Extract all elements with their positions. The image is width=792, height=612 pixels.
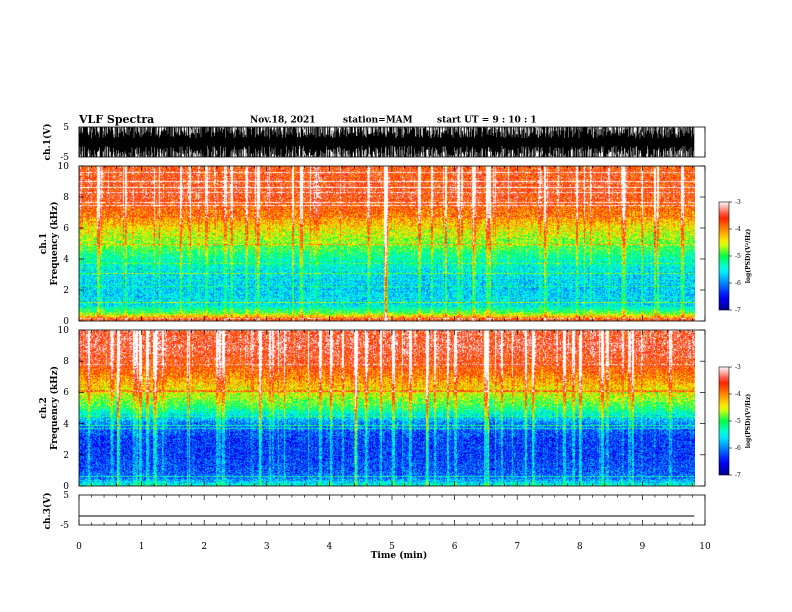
ch3-waveform-ticks: [78, 495, 706, 525]
ch3-waveform-ylabel: ch.3(V): [42, 493, 53, 530]
ch2-colorbar-gradient: [718, 366, 730, 476]
ch1-ytick-2: 2: [63, 286, 69, 296]
ch2-colorbar-tick-m4: -4: [735, 391, 741, 398]
ch3-waveform-ytick-bottom: -5: [60, 521, 69, 531]
ch3-waveform-panel: 5 -5 ch.3(V): [42, 491, 706, 531]
x-tick-label-7: 7: [514, 542, 520, 552]
start-time-label: start UT = 9 : 10 : 1: [437, 116, 537, 126]
ch1-colorbar: -3 -4 -5 -6 -7 log(PSD)(V²/Hz): [718, 199, 752, 314]
ch1-colorbar-ticks: [729, 201, 732, 311]
ch1-colorbar-tick-m4: -4: [735, 226, 741, 233]
ch2-spectrogram-image: [79, 330, 695, 486]
ch2-ytick-10: 10: [58, 326, 70, 336]
x-tick-label-0: 0: [76, 542, 82, 552]
ch2-colorbar-ticks: [729, 366, 732, 476]
x-axis: 0 1 2 3 4 5 6 7 8 9 10 Time (min): [76, 542, 711, 561]
ch1-ylabel-channel: ch.1: [39, 233, 49, 254]
ch1-ylabel-frequency: Frequency (kHz): [49, 201, 60, 285]
station-label: station=MAM: [343, 116, 413, 126]
ch1-spectrogram-panel: 0 2 4 6 8 10 ch.1 Frequency (kHz): [39, 162, 706, 327]
ch1-waveform-ticks: [78, 127, 706, 157]
x-tick-label-9: 9: [640, 542, 646, 552]
ch2-spectrogram-panel: 0 2 4 6 8 10 ch.2 Frequency (kHz): [39, 326, 706, 492]
ch1-ytick-10: 10: [58, 162, 70, 172]
ch1-waveform-trace: [78, 127, 695, 157]
ch2-colorbar-title: log(PSD)(V²/Hz): [745, 394, 752, 449]
ch2-ytick-6: 6: [63, 388, 69, 398]
x-tick-label-3: 3: [264, 542, 270, 552]
ch1-ytick-6: 6: [63, 224, 69, 234]
ch1-colorbar-tick-m7: -7: [735, 307, 741, 314]
x-tick-label-2: 2: [201, 542, 207, 552]
x-tick-label-6: 6: [452, 542, 458, 552]
ch2-ylabel-frequency: Frequency (kHz): [49, 366, 60, 450]
ch2-colorbar-tick-m3: -3: [735, 364, 741, 371]
ch1-waveform-ytick-top: 5: [63, 123, 69, 133]
x-axis-title: Time (min): [371, 550, 428, 561]
x-tick-label-5: 5: [389, 542, 395, 552]
ch2-spectrogram-ticks: [78, 329, 706, 487]
ch2-colorbar-tick-m7: -7: [735, 472, 741, 479]
ch1-colorbar-tick-m5: -5: [735, 253, 741, 260]
ch2-colorbar-tick-m5: -5: [735, 418, 741, 425]
date-label: Nov.18, 2021: [250, 116, 316, 126]
x-tick-label-4: 4: [327, 542, 333, 552]
ch1-ytick-8: 8: [63, 193, 69, 203]
ch1-waveform-ylabel: ch.1(V): [42, 124, 53, 161]
ch1-colorbar-gradient: [718, 201, 730, 311]
ch1-spectrogram-image: [79, 166, 695, 321]
ch1-waveform-line: [78, 127, 695, 157]
ch2-ytick-2: 2: [63, 451, 69, 461]
figure-title: VLF Spectra: [78, 113, 154, 126]
ch1-ytick-4: 4: [63, 255, 69, 265]
ch2-ytick-0: 0: [63, 482, 69, 492]
ch2-colorbar-tick-m6: -6: [735, 445, 741, 452]
ch1-ytick-0: 0: [63, 317, 69, 327]
ch3-waveform-ytick-top: 5: [63, 491, 69, 501]
x-tick-label-1: 1: [139, 542, 145, 552]
ch1-colorbar-tick-m6: -6: [735, 280, 741, 287]
ch2-ytick-8: 8: [63, 357, 69, 367]
ch1-waveform-panel: 5 -5 ch.1(V): [42, 123, 706, 163]
ch2-ytick-4: 4: [63, 420, 69, 430]
ch1-colorbar-tick-m3: -3: [735, 199, 741, 206]
x-tick-label-10: 10: [699, 542, 711, 552]
ch1-waveform-ytick-bottom: -5: [60, 153, 69, 163]
ch1-colorbar-title: log(PSD)(V²/Hz): [745, 229, 752, 284]
ch2-colorbar: -3 -4 -5 -6 -7 log(PSD)(V²/Hz): [718, 364, 752, 479]
x-tick-label-8: 8: [577, 542, 583, 552]
ch2-ylabel-channel: ch.2: [39, 397, 49, 418]
ch1-spectrogram-ticks: [78, 165, 706, 322]
